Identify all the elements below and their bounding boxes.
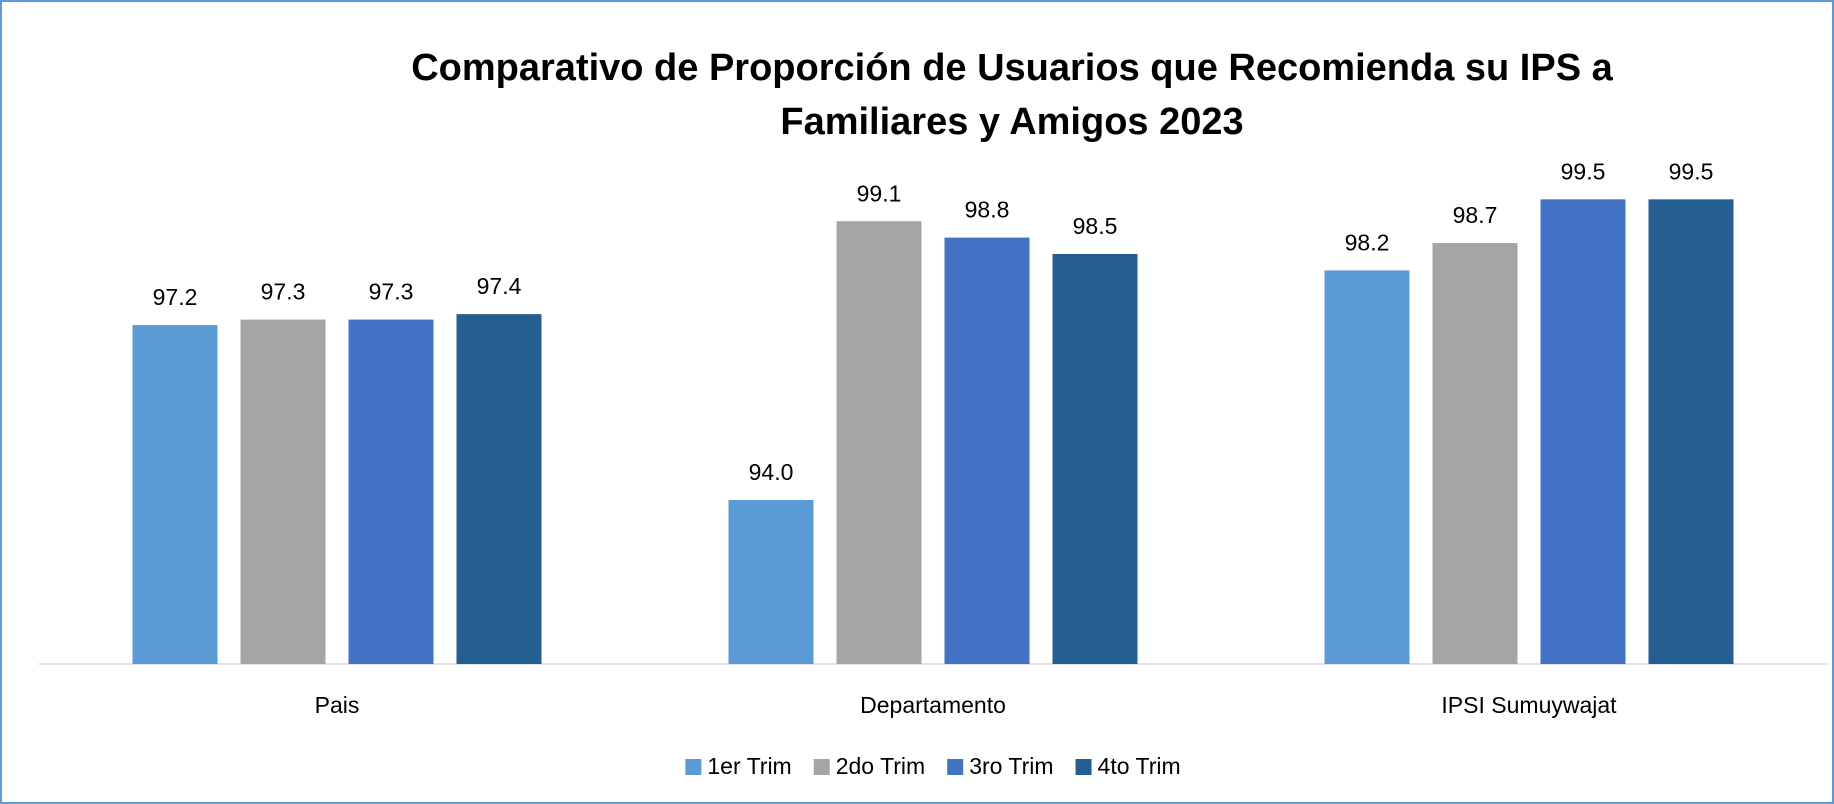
data-label: 97.4 <box>477 273 522 299</box>
chart-title: Comparativo de Proporción de Usuarios qu… <box>411 47 1613 89</box>
data-label: 94.0 <box>749 459 794 485</box>
data-label: 99.1 <box>857 180 902 206</box>
legend-swatch <box>685 759 702 775</box>
bar <box>728 500 814 664</box>
legend-label: 4to Trim <box>1098 753 1181 779</box>
data-label: 97.3 <box>261 279 306 305</box>
bar <box>456 314 542 664</box>
data-label: 98.5 <box>1073 213 1118 239</box>
data-label: 98.2 <box>1345 229 1390 255</box>
data-label: 97.2 <box>153 284 198 310</box>
data-label: 99.5 <box>1561 158 1606 184</box>
legend-label: 2do Trim <box>836 753 925 779</box>
x-tick-label: Pais <box>315 692 360 718</box>
bar <box>132 325 218 664</box>
bar <box>348 319 434 664</box>
legend-label: 3ro Trim <box>969 753 1053 779</box>
bar <box>1432 243 1518 665</box>
bar <box>1540 199 1626 665</box>
legend-swatch <box>947 759 964 775</box>
data-label: 97.3 <box>369 279 414 305</box>
bar <box>1648 199 1734 665</box>
bar <box>1052 254 1138 664</box>
legend-swatch <box>813 759 830 775</box>
data-label: 99.5 <box>1669 158 1714 184</box>
legend-swatch <box>1075 759 1092 775</box>
bar <box>1324 270 1410 664</box>
data-label: 98.7 <box>1453 202 1498 228</box>
bar <box>836 221 922 664</box>
chart-title: Familiares y Amigos 2023 <box>780 101 1243 143</box>
legend-label: 1er Trim <box>707 753 791 779</box>
x-tick-label: Departamento <box>860 692 1006 718</box>
bar <box>240 319 326 664</box>
bar <box>944 237 1030 664</box>
data-label: 98.8 <box>965 197 1010 223</box>
x-tick-label: IPSI Sumuywajat <box>1441 692 1617 718</box>
